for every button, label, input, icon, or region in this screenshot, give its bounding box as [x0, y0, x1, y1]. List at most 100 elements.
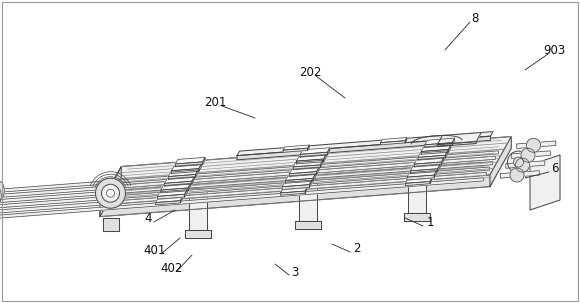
Text: 4: 4	[144, 211, 152, 225]
Polygon shape	[100, 148, 511, 217]
Ellipse shape	[521, 148, 535, 162]
Polygon shape	[0, 156, 495, 198]
Polygon shape	[172, 168, 199, 174]
Polygon shape	[0, 151, 498, 192]
Polygon shape	[411, 169, 438, 174]
Polygon shape	[437, 142, 476, 146]
Polygon shape	[320, 160, 323, 168]
Polygon shape	[168, 175, 195, 179]
Polygon shape	[157, 190, 187, 196]
Polygon shape	[418, 151, 448, 157]
Polygon shape	[0, 167, 490, 208]
Ellipse shape	[0, 181, 4, 200]
Polygon shape	[289, 171, 317, 176]
Polygon shape	[405, 138, 407, 143]
Polygon shape	[430, 178, 432, 184]
Polygon shape	[192, 177, 194, 184]
Polygon shape	[180, 198, 182, 203]
Polygon shape	[452, 138, 455, 145]
Polygon shape	[289, 167, 319, 174]
Polygon shape	[434, 171, 437, 178]
Polygon shape	[281, 191, 305, 195]
Polygon shape	[414, 158, 444, 164]
Polygon shape	[121, 137, 511, 178]
Polygon shape	[165, 181, 192, 186]
Polygon shape	[285, 174, 316, 181]
Polygon shape	[0, 161, 492, 203]
Polygon shape	[100, 167, 121, 217]
Polygon shape	[165, 177, 194, 183]
Text: 1: 1	[426, 215, 434, 228]
Polygon shape	[405, 181, 430, 185]
Polygon shape	[300, 152, 327, 157]
Polygon shape	[411, 164, 440, 171]
Polygon shape	[0, 178, 484, 219]
Polygon shape	[501, 171, 539, 178]
Text: 2: 2	[353, 241, 361, 255]
Polygon shape	[418, 155, 445, 160]
Polygon shape	[517, 141, 556, 148]
Polygon shape	[156, 201, 180, 205]
Text: 8: 8	[472, 12, 478, 25]
Polygon shape	[285, 178, 313, 183]
Polygon shape	[448, 145, 451, 152]
Polygon shape	[425, 138, 455, 145]
Polygon shape	[156, 198, 182, 202]
Polygon shape	[296, 155, 326, 161]
Polygon shape	[282, 185, 309, 190]
Polygon shape	[437, 132, 481, 145]
Ellipse shape	[96, 178, 125, 208]
Polygon shape	[425, 143, 452, 148]
Polygon shape	[184, 190, 187, 197]
Text: 201: 201	[204, 95, 226, 108]
Polygon shape	[185, 229, 211, 238]
Text: 6: 6	[551, 161, 559, 175]
Ellipse shape	[508, 151, 530, 173]
Polygon shape	[445, 151, 448, 158]
Polygon shape	[313, 174, 316, 181]
Polygon shape	[405, 178, 432, 183]
Polygon shape	[490, 137, 511, 187]
Polygon shape	[530, 155, 560, 210]
Polygon shape	[161, 183, 191, 190]
Polygon shape	[0, 172, 487, 214]
Polygon shape	[195, 170, 198, 177]
Ellipse shape	[102, 184, 119, 202]
Text: 401: 401	[144, 244, 166, 257]
Polygon shape	[317, 167, 319, 175]
Polygon shape	[237, 132, 493, 156]
Polygon shape	[305, 188, 307, 193]
Polygon shape	[189, 188, 207, 229]
Polygon shape	[380, 138, 407, 143]
Polygon shape	[100, 137, 511, 205]
Polygon shape	[293, 165, 320, 170]
Polygon shape	[299, 179, 317, 221]
Text: 3: 3	[291, 265, 299, 278]
Polygon shape	[296, 159, 324, 164]
Text: 202: 202	[299, 65, 321, 78]
Polygon shape	[175, 157, 205, 164]
Polygon shape	[414, 162, 441, 167]
Polygon shape	[168, 170, 198, 177]
Polygon shape	[380, 141, 405, 145]
Polygon shape	[100, 175, 490, 217]
Polygon shape	[421, 149, 448, 154]
Polygon shape	[404, 213, 430, 221]
Polygon shape	[506, 161, 545, 168]
Polygon shape	[324, 155, 326, 162]
Ellipse shape	[527, 138, 541, 152]
Polygon shape	[188, 183, 191, 191]
Polygon shape	[512, 151, 550, 158]
Polygon shape	[199, 164, 201, 171]
Ellipse shape	[510, 168, 524, 182]
Text: 402: 402	[161, 261, 183, 275]
Polygon shape	[309, 180, 312, 188]
Polygon shape	[407, 171, 437, 177]
Polygon shape	[441, 158, 444, 165]
Polygon shape	[327, 148, 330, 155]
Polygon shape	[282, 180, 312, 187]
Polygon shape	[407, 175, 434, 180]
Polygon shape	[421, 145, 451, 152]
Text: 903: 903	[543, 44, 565, 56]
Polygon shape	[175, 162, 202, 167]
